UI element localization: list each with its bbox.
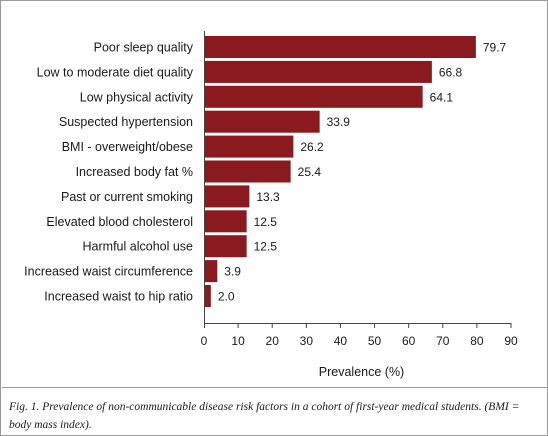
x-tick-label: 70 <box>436 334 450 348</box>
data-label: 33.9 <box>327 115 351 129</box>
category-label: Past or current smoking <box>61 190 193 204</box>
x-tick-label: 30 <box>300 334 314 348</box>
x-tick-label: 0 <box>201 334 208 348</box>
bar <box>204 135 294 158</box>
bar <box>204 60 432 83</box>
category-label: Low to moderate diet quality <box>37 65 194 79</box>
category-labels: Poor sleep quality Low to moderate diet q… <box>24 41 194 304</box>
x-axis: 0 10 20 30 40 50 60 70 80 90 <box>201 31 518 348</box>
bar-chart: Poor sleep quality Low to moderate diet q… <box>24 31 518 379</box>
category-label: Low physical activity <box>80 90 194 104</box>
bar <box>204 110 320 133</box>
x-tick-label: 90 <box>504 334 518 348</box>
category-label: BMI - overweight/obese <box>62 140 193 154</box>
bar <box>204 235 247 258</box>
bars-layer <box>204 36 476 307</box>
value-labels: 79.7 66.8 64.1 33.926.2 25.4 13.3 12.5 12.5 3.9 2… <box>218 41 507 304</box>
figure-caption: Fig. 1. Prevalence of non-communicable d… <box>9 401 520 431</box>
data-label: 25.4 <box>298 165 322 179</box>
bar <box>204 85 423 108</box>
category-label: Suspected hypertension <box>59 115 193 129</box>
x-tick-label: 80 <box>470 334 484 348</box>
x-tick-label: 60 <box>402 334 416 348</box>
bar <box>204 160 291 183</box>
data-label: 79.7 <box>483 41 507 55</box>
bar <box>204 285 211 307</box>
data-label: 26.2 <box>300 140 324 154</box>
bar <box>204 185 250 208</box>
data-label: 12.5 <box>254 240 278 254</box>
caption-divider <box>2 387 548 388</box>
data-label: 3.9 <box>224 265 241 279</box>
data-label: 2.0 <box>218 290 235 304</box>
category-label: Increased waist circumference <box>24 265 193 279</box>
x-tick-label: 50 <box>368 334 382 348</box>
data-label: 64.1 <box>430 90 454 104</box>
category-label: Elevated blood cholesterol <box>46 215 193 229</box>
bar <box>204 210 247 233</box>
x-tick-label: 20 <box>266 334 280 348</box>
bar <box>204 36 476 58</box>
x-tick-label: 10 <box>231 334 245 348</box>
category-label: Harmful alcohol use <box>83 240 194 254</box>
x-tick-label: 40 <box>334 334 348 348</box>
category-label: Increased body fat % <box>76 165 193 179</box>
category-label: Increased waist to hip ratio <box>44 290 193 304</box>
data-label: 13.3 <box>256 190 280 204</box>
data-label: 12.5 <box>254 215 278 229</box>
bar <box>204 260 218 283</box>
x-axis-title: Prevalence (%) <box>319 365 404 379</box>
category-label: Poor sleep quality <box>94 41 194 55</box>
data-label: 66.8 <box>439 65 463 79</box>
